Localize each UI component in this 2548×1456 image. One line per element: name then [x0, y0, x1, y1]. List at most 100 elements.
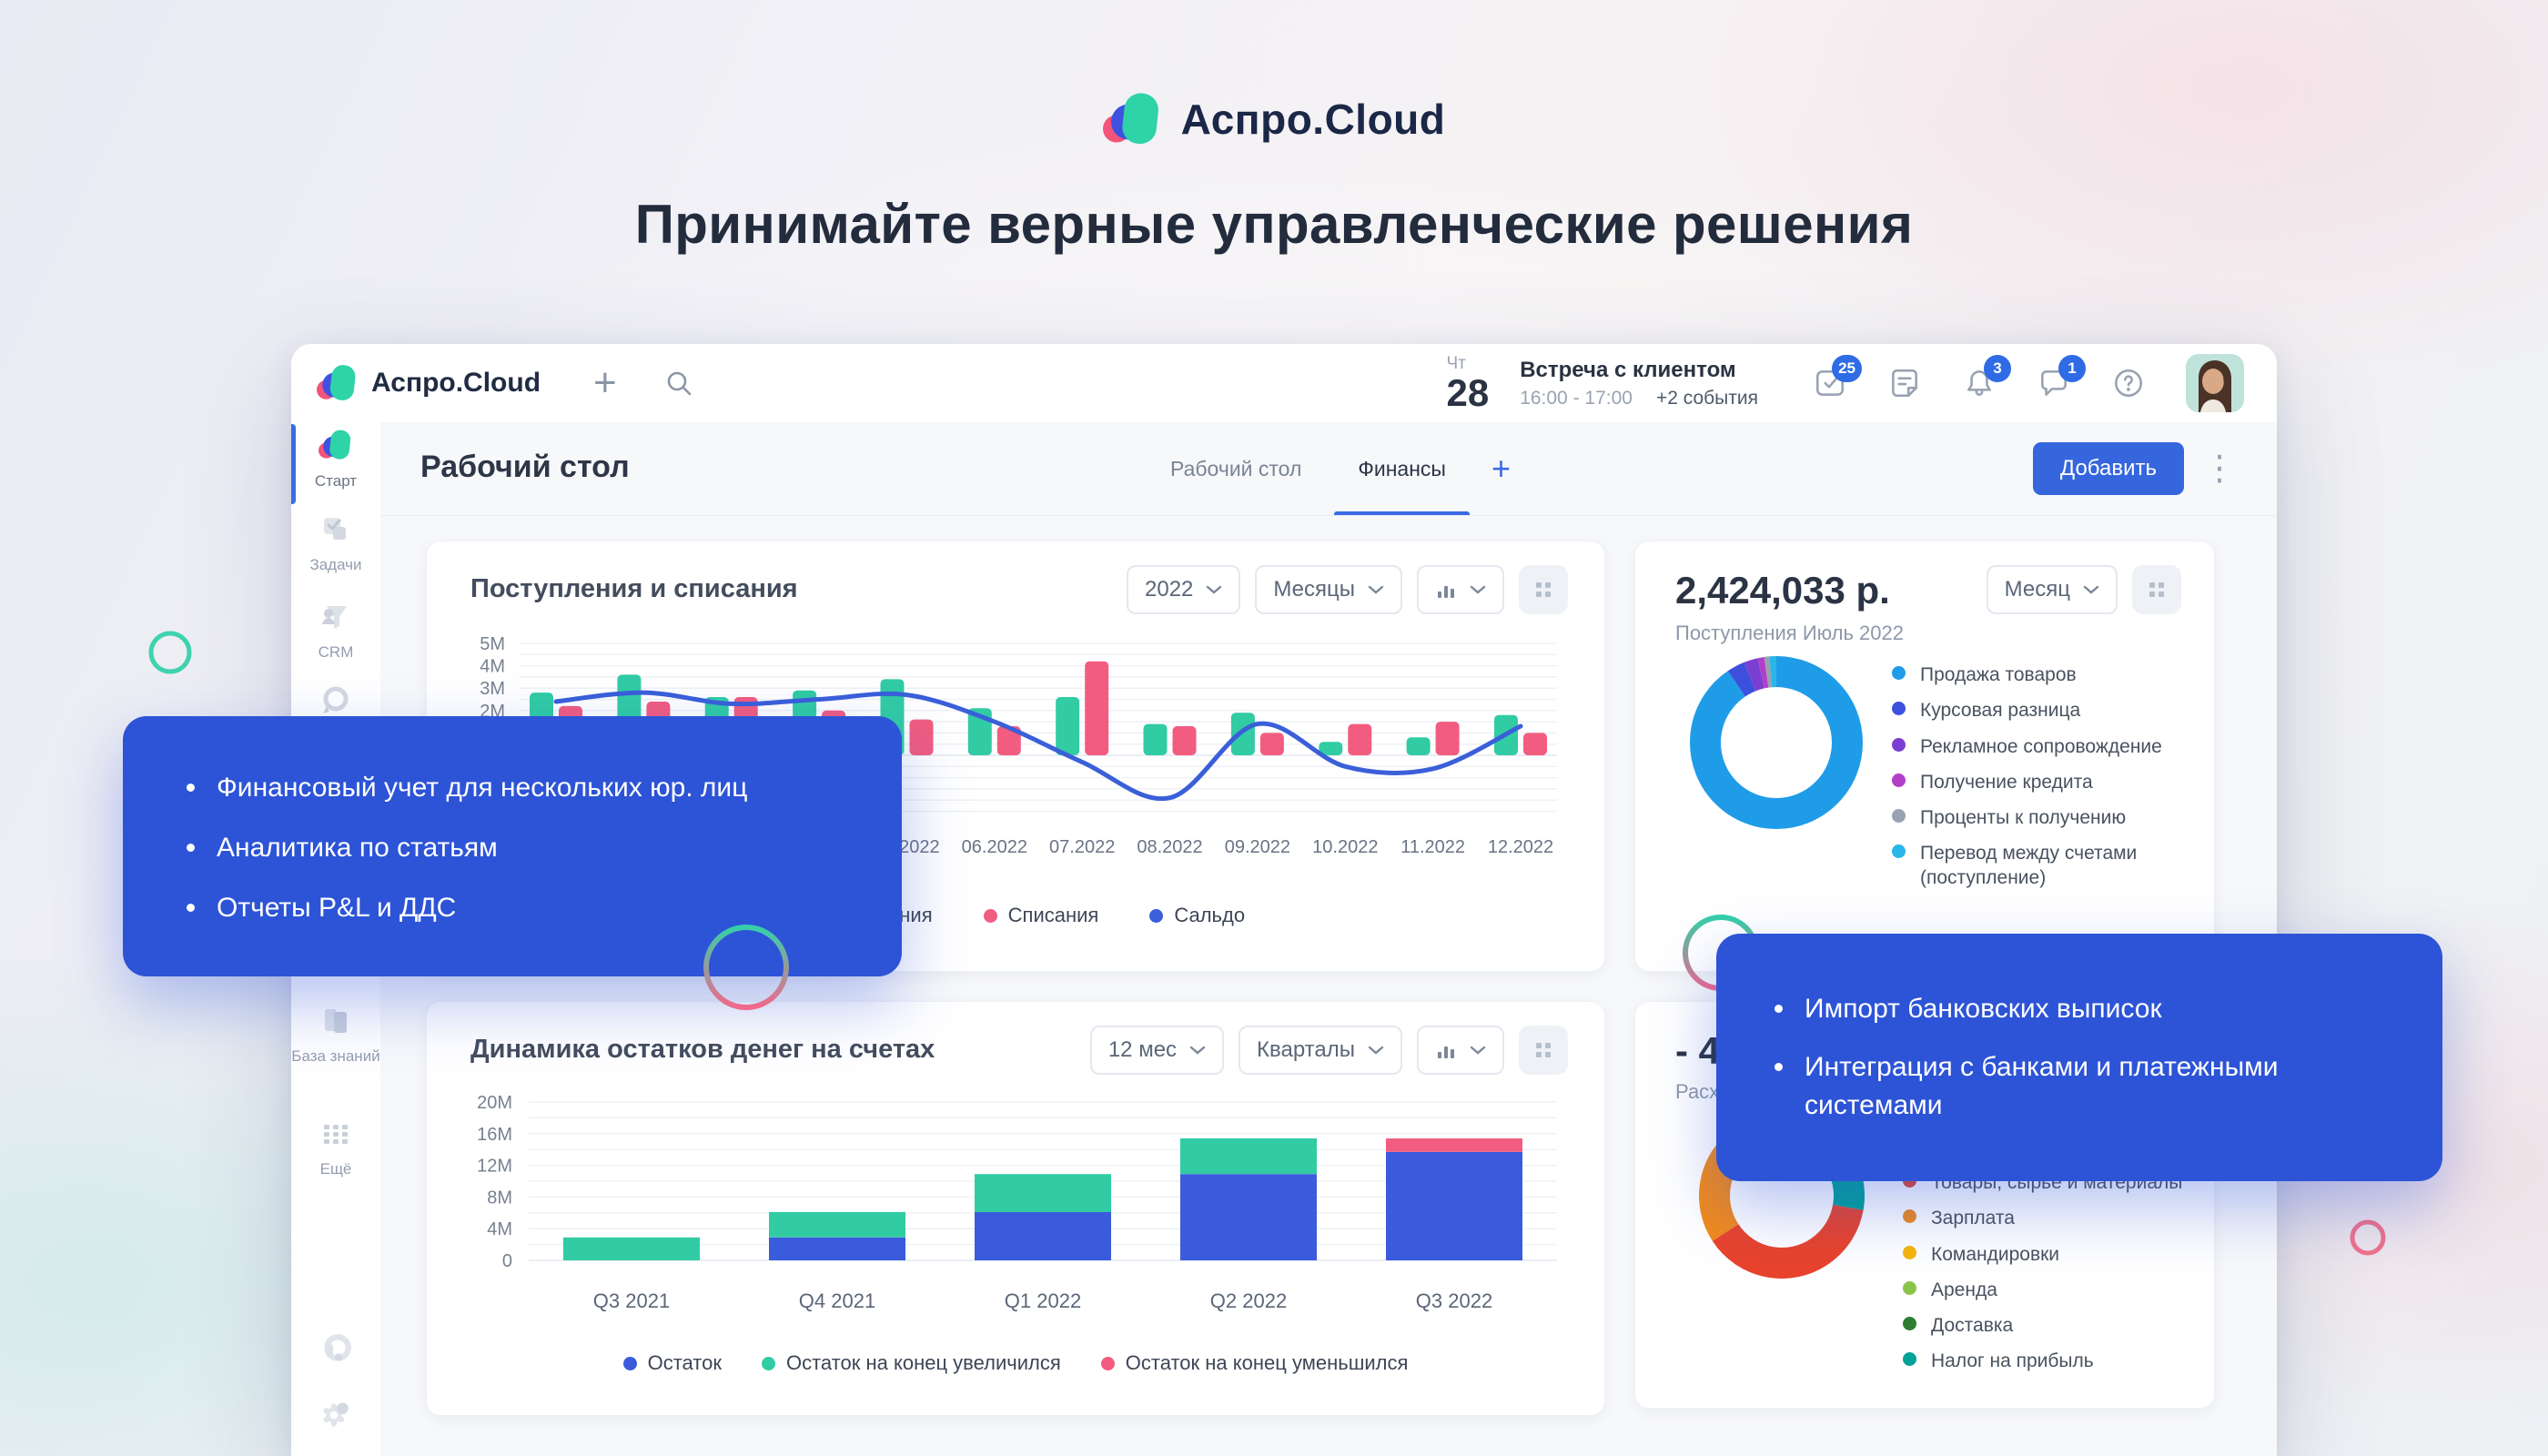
svg-text:Q3 2022: Q3 2022 — [1416, 1289, 1492, 1312]
help-button[interactable] — [2111, 366, 2146, 400]
tasks-badge: 25 — [1832, 355, 1862, 382]
card-balances: Динамика остатков денег на счетах 12 мес… — [426, 1001, 1605, 1416]
svg-text:4M: 4M — [487, 1219, 512, 1239]
svg-text:09.2022: 09.2022 — [1225, 837, 1290, 857]
sidebar-item-start[interactable]: Старт — [291, 428, 380, 490]
sidebar-item-more[interactable]: Ещё — [291, 1119, 380, 1178]
add-widget-button[interactable]: Добавить — [2032, 442, 2184, 495]
bullet-dot — [187, 844, 195, 852]
aspro-logo-icon — [1102, 93, 1158, 145]
chevron-down-icon — [1470, 585, 1486, 594]
legend-item: Рекламное сопровождение — [1892, 735, 2192, 759]
svg-text:12M: 12M — [477, 1157, 512, 1177]
app-brand-text: Аспро.Cloud — [371, 368, 541, 398]
event-more: +2 события — [1655, 387, 1758, 409]
messages-badge: 1 — [2058, 355, 2086, 382]
tasks-inbox-button[interactable]: 25 — [1813, 355, 1862, 400]
more-options-button[interactable]: ⋮ — [2202, 450, 2237, 488]
callout-bullet: Отчеты P&L и ДДС — [187, 889, 838, 927]
calendar-date[interactable]: Чт 28 — [1446, 355, 1489, 412]
chevron-down-icon — [1368, 585, 1384, 594]
legend-item: Остаток на конец увеличился — [761, 1351, 1061, 1375]
page-title: Рабочий стол — [420, 450, 630, 484]
svg-text:12.2022: 12.2022 — [1488, 837, 1553, 857]
legend-item: Аренда — [1903, 1279, 2182, 1302]
event-time: 16:00 - 17:00 — [1520, 387, 1633, 409]
aspro-logo-icon — [317, 365, 356, 400]
card-title: Динамика остатков денег на счетах — [470, 1035, 935, 1064]
crm-icon — [322, 606, 347, 629]
incomes-period: Поступления Июль 2022 — [1675, 622, 1905, 644]
svg-text:3M: 3M — [480, 679, 505, 699]
svg-text:0: 0 — [502, 1251, 512, 1271]
chart-type-select[interactable] — [1417, 565, 1504, 614]
notifications-button[interactable]: 3 — [1962, 355, 2011, 400]
announcements-button[interactable] — [291, 1332, 380, 1371]
avatar-photo — [2186, 354, 2244, 412]
period-select[interactable]: Месяц — [1986, 565, 2118, 614]
event-summary[interactable]: Встреча с клиентом 16:00 - 17:00 +2 собы… — [1520, 358, 1758, 410]
callout-bullet: Финансовый учет для нескольких юр. лиц — [187, 769, 838, 807]
legend-item: Остаток — [622, 1351, 722, 1375]
decor-ring-pink — [2350, 1219, 2386, 1256]
event-title: Встреча с клиентом — [1520, 357, 1736, 382]
svg-text:11.2022: 11.2022 — [1400, 837, 1465, 857]
messages-button[interactable]: 1 — [2037, 355, 2086, 400]
drag-dots-icon — [2149, 582, 2164, 597]
balances-chart: 20M 16M 12M 8M 4M 0 Q3 2021 Q4 2021 Q1 2022 Q2 20… — [452, 1089, 1577, 1329]
legend-item: Доставка — [1903, 1314, 2182, 1338]
notes-button[interactable] — [1887, 366, 1922, 400]
svg-text:8M: 8M — [487, 1188, 512, 1208]
sidebar-item-crm[interactable]: CRM — [291, 601, 380, 662]
add-tab-button[interactable]: + — [1491, 450, 1511, 487]
megaphone-icon — [324, 1334, 351, 1361]
drag-handle[interactable] — [1519, 565, 1568, 614]
svg-text:Q3 2021: Q3 2021 — [593, 1289, 670, 1312]
bullet-dot — [1774, 1005, 1783, 1013]
drag-handle[interactable] — [2132, 565, 2181, 614]
hero-logo: Аспро.Cloud — [0, 89, 2548, 149]
drag-handle[interactable] — [1519, 1026, 1568, 1075]
more-grid-icon — [324, 1125, 348, 1144]
card-incomes: 2,424,033 р. Поступления Июль 2022 Месяц — [1634, 541, 2215, 972]
content-header: Рабочий стол Рабочий стол Финансы + Доба… — [380, 422, 2277, 516]
svg-text:16M: 16M — [477, 1125, 512, 1145]
granularity-select[interactable]: Кварталы — [1239, 1026, 1402, 1075]
bullet-dot — [1774, 1063, 1783, 1071]
svg-text:Q4 2021: Q4 2021 — [799, 1289, 875, 1312]
legend-item: Перевод между счетами (поступление) — [1892, 842, 2192, 890]
range-select[interactable]: 12 мес — [1089, 1026, 1225, 1075]
sidebar-item-knowledge-base[interactable]: База знаний — [291, 1005, 380, 1066]
legend-item: Получение кредита — [1892, 771, 2192, 794]
expenses-legend: Товары, сырье и материалы Зарплата Коман… — [1903, 1171, 2182, 1374]
svg-text:Q1 2022: Q1 2022 — [1005, 1289, 1081, 1312]
legend-item: Остаток на конец уменьшился — [1100, 1351, 1408, 1375]
chat-icon — [2041, 370, 2067, 396]
app-brand: Аспро.Cloud — [317, 344, 541, 422]
svg-text:10.2022: 10.2022 — [1312, 837, 1378, 857]
tab-desktop[interactable]: Рабочий стол — [1170, 456, 1302, 480]
tab-finances[interactable]: Финансы — [1334, 422, 1470, 515]
decor-ring-teal — [148, 631, 192, 674]
chart-type-select[interactable] — [1417, 1026, 1504, 1075]
settings-button[interactable] — [291, 1396, 380, 1435]
chevron-down-icon — [1368, 1046, 1384, 1055]
year-select[interactable]: 2022 — [1127, 565, 1241, 614]
sidebar-item-finance[interactable] — [291, 684, 380, 727]
granularity-select[interactable]: Месяцы — [1255, 565, 1402, 614]
bar-chart-icon — [1438, 586, 1454, 598]
callout-bullet: Импорт банковских выписок — [1774, 990, 2384, 1028]
legend-item: Налог на прибыль — [1903, 1350, 2182, 1373]
create-button[interactable]: + — [593, 360, 617, 405]
svg-text:Q2 2022: Q2 2022 — [1210, 1289, 1287, 1312]
avatar[interactable] — [2186, 354, 2244, 412]
bullet-dot — [187, 784, 195, 792]
chevron-down-icon — [1207, 585, 1222, 594]
callout-bullet: Интеграция с банками и платежными систем… — [1774, 1048, 2384, 1125]
svg-text:4M: 4M — [480, 657, 505, 677]
search-icon[interactable] — [662, 367, 695, 404]
sidebar-item-tasks[interactable]: Задачи — [291, 513, 380, 574]
app-topbar: Аспро.Cloud + Чт 28 Встреча с клиентом 1… — [291, 344, 2277, 423]
question-icon — [2115, 369, 2142, 397]
note-icon — [1892, 369, 1917, 397]
